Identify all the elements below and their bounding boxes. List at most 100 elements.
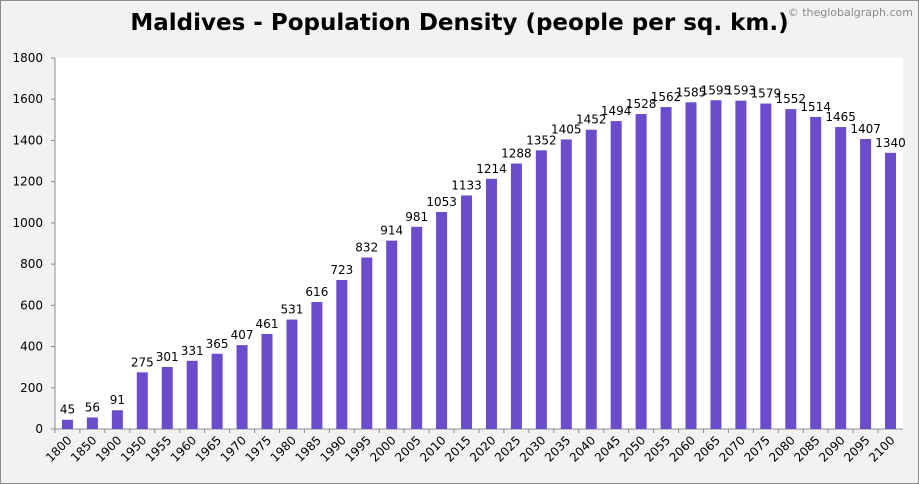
data-label-2040: 1452 xyxy=(576,113,607,127)
bar-2005 xyxy=(411,226,423,429)
bar-1990 xyxy=(336,279,348,429)
data-label-2060: 1585 xyxy=(676,85,707,99)
data-label-1850: 56 xyxy=(85,400,100,414)
data-label-2080: 1552 xyxy=(775,92,806,106)
y-tick-label: 400 xyxy=(20,340,43,354)
x-tick-label-1850: 1850 xyxy=(68,433,99,464)
x-tick-label-2055: 2055 xyxy=(642,433,673,464)
data-label-1955: 301 xyxy=(156,350,179,364)
watermark: © theglobalgraph.com xyxy=(787,6,913,19)
bar-1955 xyxy=(161,366,173,429)
x-tick-label-2025: 2025 xyxy=(492,433,523,464)
data-label-2045: 1494 xyxy=(601,104,632,118)
data-label-1975: 461 xyxy=(256,317,279,331)
x-tick-label-1950: 1950 xyxy=(118,433,149,464)
data-label-1985: 616 xyxy=(305,285,328,299)
data-label-2035: 1405 xyxy=(551,122,582,136)
x-tick-label-1975: 1975 xyxy=(243,433,274,464)
data-labels: 45 56 91 275 301 3313654074615316167238329149… xyxy=(60,83,906,416)
plot-area xyxy=(55,58,903,429)
x-tick-label-2040: 2040 xyxy=(567,433,598,464)
data-label-2100: 1340 xyxy=(875,136,906,150)
data-label-2055: 1562 xyxy=(651,90,682,104)
data-label-2075: 1579 xyxy=(751,87,782,101)
bar-1900 xyxy=(111,410,123,429)
data-label-2020: 1214 xyxy=(476,162,507,176)
x-tick-label-1960: 1960 xyxy=(168,433,199,464)
data-label-2015: 1133 xyxy=(451,178,482,192)
x-tick-label-2010: 2010 xyxy=(417,433,448,464)
data-label-2010: 1053 xyxy=(426,195,457,209)
bar-1965 xyxy=(211,353,223,429)
x-tick-label-2100: 2100 xyxy=(866,433,897,464)
data-label-2000: 914 xyxy=(380,224,403,238)
y-tick-label: 1400 xyxy=(12,133,43,147)
y-tick-label: 1200 xyxy=(12,175,43,189)
x-tick-label-1970: 1970 xyxy=(218,433,249,464)
x-tick-label-1800: 1800 xyxy=(43,433,74,464)
y-tick-label: 1600 xyxy=(12,92,43,106)
x-tick-label-2060: 2060 xyxy=(667,433,698,464)
x-tick-label-1985: 1985 xyxy=(293,433,324,464)
x-tick-label-2075: 2075 xyxy=(741,433,772,464)
x-tick-label-2070: 2070 xyxy=(717,433,748,464)
data-label-2095: 1407 xyxy=(850,122,881,136)
y-tick-label: 200 xyxy=(20,381,43,395)
x-tick-label-2050: 2050 xyxy=(617,433,648,464)
x-tick-label-2080: 2080 xyxy=(766,433,797,464)
bar-2030 xyxy=(535,150,547,430)
bar-2095 xyxy=(860,139,872,430)
bar-1970 xyxy=(236,345,248,429)
data-label-1970: 407 xyxy=(231,328,254,342)
bar-series xyxy=(61,100,897,430)
y-axis-ticks: 0 200 400 600 800 1000 1200 1400 1600 1800 xyxy=(12,51,55,436)
x-tick-label-2020: 2020 xyxy=(467,433,498,464)
bar-2085 xyxy=(810,116,822,429)
y-tick-label: 1800 xyxy=(12,51,43,65)
data-label-1900: 91 xyxy=(110,393,125,407)
bar-1850 xyxy=(86,417,98,429)
x-tick-label-2045: 2045 xyxy=(592,433,623,464)
bar-1985 xyxy=(311,302,323,429)
x-tick-label-1900: 1900 xyxy=(93,433,124,464)
bar-2000 xyxy=(386,240,398,429)
y-tick-label: 0 xyxy=(35,422,43,436)
bar-1980 xyxy=(286,319,298,429)
data-label-1980: 531 xyxy=(280,303,303,317)
bar-2100 xyxy=(885,152,897,430)
x-tick-label-2035: 2035 xyxy=(542,433,573,464)
x-tick-label-1965: 1965 xyxy=(193,433,224,464)
x-tick-label-2005: 2005 xyxy=(392,433,423,464)
data-label-2025: 1288 xyxy=(501,147,532,161)
chart-title: Maldives - Population Density (people pe… xyxy=(130,10,789,36)
x-tick-label-1990: 1990 xyxy=(317,433,348,464)
data-label-2070: 1593 xyxy=(726,84,757,98)
data-label-2065: 1595 xyxy=(701,83,732,97)
bar-2070 xyxy=(735,100,747,429)
data-label-1990: 723 xyxy=(330,263,353,277)
data-label-2050: 1528 xyxy=(626,97,657,111)
bar-1800 xyxy=(61,419,73,429)
data-label-2085: 1514 xyxy=(800,100,831,114)
x-tick-label-2030: 2030 xyxy=(517,433,548,464)
x-tick-label-2065: 2065 xyxy=(692,433,723,464)
bar-2090 xyxy=(835,127,847,429)
x-tick-label-2085: 2085 xyxy=(791,433,822,464)
bar-2080 xyxy=(785,109,797,430)
x-tick-label-2095: 2095 xyxy=(841,433,872,464)
bar-1975 xyxy=(261,333,273,429)
data-label-1800: 45 xyxy=(60,403,75,417)
bar-2045 xyxy=(610,121,622,429)
y-tick-label: 800 xyxy=(20,257,43,271)
x-axis-ticks: 1800185019001950195519601965197019751980… xyxy=(43,429,898,465)
data-label-1965: 365 xyxy=(206,337,229,351)
x-tick-label-2000: 2000 xyxy=(367,433,398,464)
bar-2060 xyxy=(685,102,697,429)
bar-1950 xyxy=(136,372,148,429)
bar-2035 xyxy=(560,139,572,430)
y-tick-label: 1000 xyxy=(12,216,43,230)
bar-2015 xyxy=(461,195,473,429)
bar-2055 xyxy=(660,107,672,429)
x-tick-label-1980: 1980 xyxy=(268,433,299,464)
